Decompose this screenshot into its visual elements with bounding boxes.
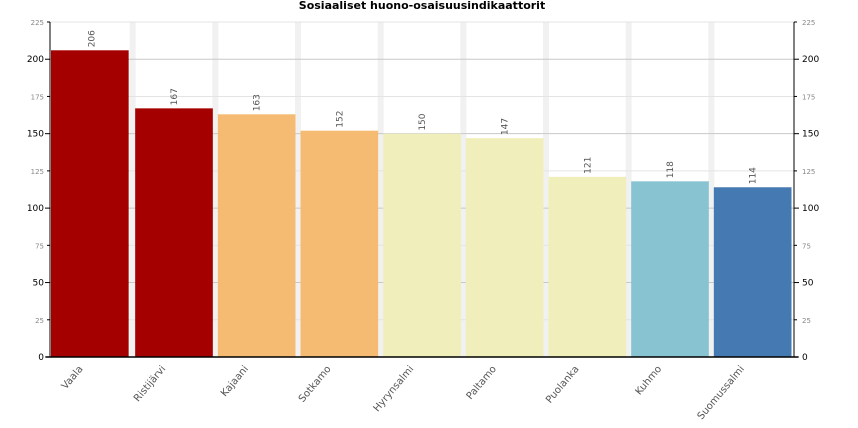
category-label: Sotkamo [297,364,334,405]
axes [45,21,799,358]
bar-puolanka [548,176,627,357]
y-tick-label-left: 225 [31,19,44,27]
y-tick-label-right: 125 [802,168,815,176]
bar-kajaani [217,114,296,357]
category-label: Ristijärvi [132,364,168,404]
bar-ristijärvi [135,108,213,357]
y-tick-label-left: 100 [27,204,44,214]
category-label: Hyrynsalmi [372,364,417,414]
y-tick-label-left: 25 [35,317,44,325]
y-tick-label-left: 200 [27,55,44,65]
y-tick-label-left: 175 [31,93,44,101]
slot-separator [460,22,467,357]
chart-title: Sosiaaliset huono-osaisuusindikaattorit [299,0,545,12]
value-label: 118 [666,161,676,178]
y-tick-label-left: 75 [35,242,44,250]
slot-separator [625,22,632,357]
y-tick-label-left: 150 [27,130,44,140]
slot-separator [295,22,301,357]
bar-suomussalmi [713,187,792,357]
bar-kuhmo [631,181,709,357]
category-label: Paltamo [465,364,499,402]
slot-separator [708,22,715,357]
y-tick-label-right: 25 [802,317,811,325]
y-tick-label-left: 0 [38,353,44,363]
value-label: 121 [583,157,593,174]
slot-separator [543,22,549,357]
value-label: 167 [170,88,180,105]
value-label: 206 [87,30,97,47]
bar-paltamo [465,138,544,357]
category-label: Puolanka [544,364,582,406]
slot-separator [129,22,136,357]
y-tick-label-right: 225 [802,19,815,27]
category-label: Suomussalmi [696,364,747,422]
y-tick-label-left: 50 [33,279,45,289]
category-label: Kajaani [219,364,251,399]
bar-sotkamo [300,130,379,357]
value-label: 152 [335,111,345,128]
y-tick-label-right: 0 [802,353,808,363]
value-label: 147 [501,118,511,135]
y-tick-label-right: 175 [802,93,815,101]
y-tick-label-left: 125 [31,168,44,176]
y-tick-label-right: 50 [802,279,814,289]
y-tick-label-right: 100 [802,204,819,214]
category-label: Vaala [60,364,86,392]
slot-separator [377,22,384,357]
y-tick-label-right: 150 [802,130,819,140]
value-label: 114 [749,167,759,184]
bar-hyrynsalmi [383,133,461,357]
value-label: 150 [418,113,428,130]
category-label: Kuhmo [634,364,665,398]
slot-separator [212,22,219,357]
bar-vaala [51,50,129,358]
y-tick-label-right: 200 [802,55,819,65]
bars [51,50,792,358]
value-label: 163 [253,94,263,111]
y-tick-label-right: 75 [802,242,811,250]
